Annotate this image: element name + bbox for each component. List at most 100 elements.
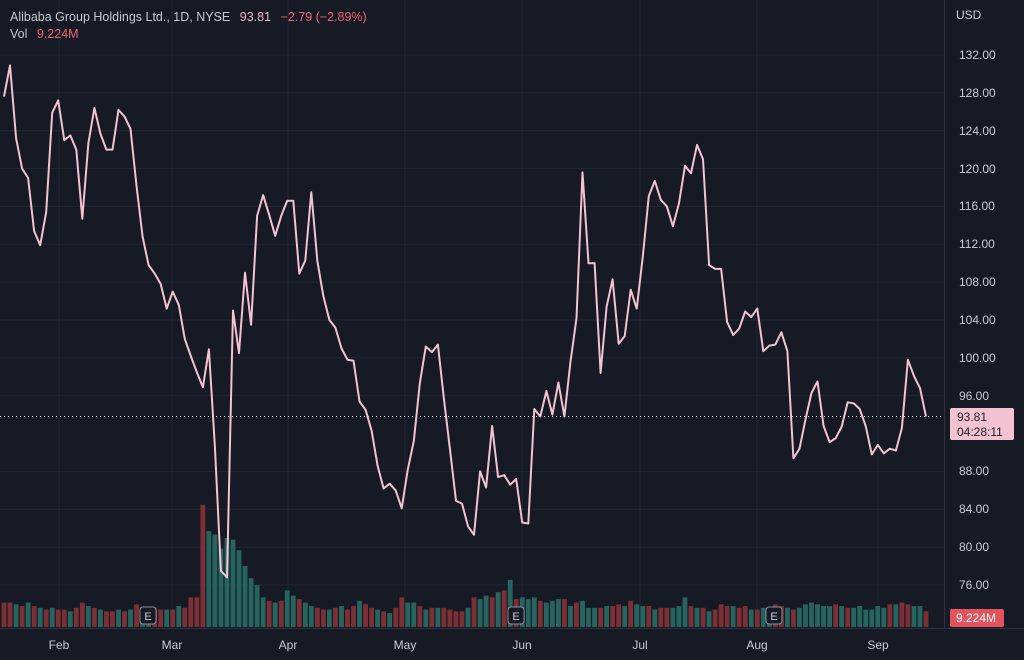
volume-bar — [803, 604, 808, 627]
volume-bar — [845, 607, 851, 627]
volume-bar — [333, 607, 338, 627]
x-tick-label: Aug — [746, 638, 768, 652]
volume-bar — [188, 597, 194, 627]
volume-bar — [754, 609, 760, 627]
volume-bar — [116, 609, 121, 627]
volume-bar — [893, 604, 899, 627]
volume-bar — [477, 599, 483, 627]
y-tick-label: 116.00 — [959, 199, 995, 214]
volume-bar — [134, 604, 139, 627]
volume-bar — [441, 607, 447, 627]
volume-bar — [284, 590, 290, 627]
volume-bar — [85, 606, 91, 627]
price-change: −2.79 (−2.89%) — [280, 10, 367, 24]
earnings-marker-icon: E — [765, 606, 783, 625]
volume-bar — [784, 607, 790, 627]
volume-bar — [586, 607, 591, 627]
volume-bar — [616, 604, 622, 627]
y-tick-label: 132.00 — [959, 48, 996, 62]
volume-bar — [67, 611, 73, 627]
volume-bar — [43, 609, 49, 627]
x-tick-label: Mar — [161, 638, 183, 652]
volume-bar — [748, 609, 754, 627]
volume-bar — [839, 606, 845, 627]
volume-bar — [236, 550, 242, 627]
volume-bar — [435, 607, 441, 627]
volume-bar — [827, 606, 832, 627]
y-tick-label: 84.00 — [959, 502, 990, 517]
volume-bar — [200, 504, 206, 627]
volume-bar — [658, 607, 664, 627]
y-tick-label: 120.00 — [959, 161, 996, 176]
last-price-tag: 93.81 04:28:11 — [950, 407, 1014, 440]
last-price: 93.81 — [239, 10, 272, 24]
volume-bar — [1, 602, 7, 627]
volume-bar — [869, 609, 875, 627]
volume-bar — [549, 600, 555, 627]
price-axis[interactable]: 132.00 128.00 124.00 120.00 116.00 112.00 108.… — [944, 0, 1024, 628]
volume-bar — [724, 606, 730, 627]
volume-bar — [682, 597, 688, 627]
volume-bar — [791, 609, 796, 627]
x-tick-label: Sep — [867, 638, 889, 652]
volume-bar — [31, 606, 37, 627]
volume-bar — [176, 606, 182, 627]
volume-bar — [411, 602, 417, 627]
currency-label[interactable]: USD — [956, 8, 982, 22]
volume-bar — [923, 611, 929, 627]
y-tick-label: 104.00 — [959, 313, 996, 327]
volume-bar — [501, 590, 507, 627]
volume-bar — [459, 611, 465, 627]
volume-bar — [742, 606, 748, 627]
volume-bar — [98, 609, 103, 627]
volume-bar — [568, 606, 573, 627]
volume-bar — [833, 604, 839, 627]
volume-bar — [905, 604, 911, 627]
volume-bar — [875, 606, 881, 627]
volume-bar — [531, 597, 537, 627]
volume-bar — [212, 534, 218, 627]
volume-bar — [182, 607, 188, 627]
volume-bar — [598, 607, 603, 627]
volume-bar — [369, 607, 375, 627]
volume-bar — [760, 607, 766, 627]
volume-bar — [525, 599, 531, 627]
volume-bar — [296, 599, 302, 627]
volume-value: 9.224M — [36, 27, 79, 41]
volume-bar — [104, 611, 109, 627]
x-tick-label: Feb — [48, 638, 70, 652]
volume-bar — [375, 609, 381, 627]
volume-bar — [562, 599, 567, 627]
volume-bar — [230, 539, 236, 627]
volume-bar — [797, 607, 802, 627]
y-tick-label: 124.00 — [959, 123, 996, 138]
last-price-tag-value: 93.81 — [957, 409, 988, 424]
volume-bar — [851, 607, 857, 627]
volume-bar — [821, 606, 826, 627]
earnings-marker-box — [139, 606, 157, 625]
volume-bar — [387, 613, 393, 627]
volume-bar — [73, 607, 79, 627]
volume-bar — [122, 611, 127, 627]
time-axis[interactable]: Feb Mar Apr May Jun Jul Aug Sep — [0, 628, 1024, 660]
y-tick-label: 108.00 — [959, 275, 996, 290]
volume-bar — [736, 607, 742, 627]
volume-bar — [917, 606, 923, 627]
y-tick-label: 76.00 — [959, 578, 990, 592]
volume-bar — [652, 609, 658, 627]
volume-bar — [580, 600, 585, 627]
volume-bar — [224, 538, 230, 627]
volume-bar — [604, 606, 610, 627]
volume-bar — [423, 609, 429, 627]
volume-bar — [700, 607, 706, 627]
volume-bar — [664, 607, 670, 627]
volume-bar — [290, 595, 296, 627]
volume-label: Vol — [10, 27, 28, 41]
bar-countdown: 04:28:11 — [957, 424, 1003, 439]
volume-bar — [507, 579, 513, 627]
y-tick-label: 88.00 — [959, 464, 990, 479]
volume-bar — [911, 606, 917, 627]
volume-bar — [128, 609, 133, 627]
